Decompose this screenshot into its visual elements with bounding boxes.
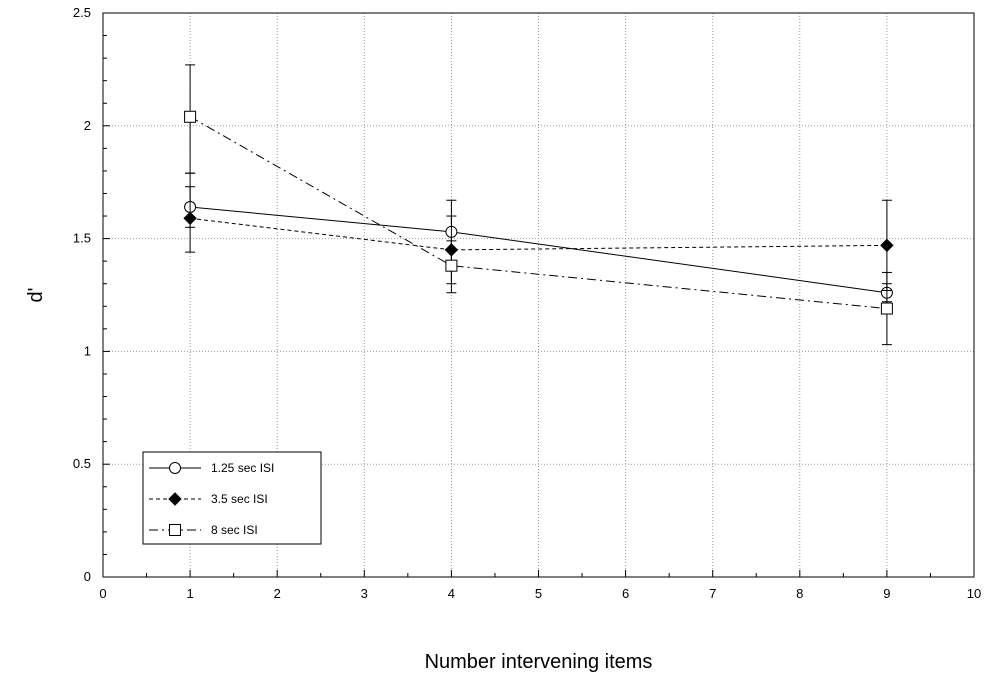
x-tick-label: 8 <box>796 586 803 601</box>
x-tick-label: 10 <box>967 586 981 601</box>
x-tick-labels: 0 1 2 3 4 5 6 7 8 9 10 <box>99 586 981 601</box>
legend-marker <box>169 524 181 536</box>
y-tick-label: 0 <box>84 569 91 584</box>
data-point <box>880 238 894 253</box>
legend-label: 3.5 sec ISI <box>211 492 268 506</box>
series-layer <box>183 64 894 346</box>
legend: 1.25 sec ISI 3.5 sec ISI 8 sec ISI <box>142 451 322 545</box>
legend-entry: 1.25 sec ISI <box>149 461 274 475</box>
series-line <box>190 217 887 251</box>
legend-label: 8 sec ISI <box>211 523 258 537</box>
legend-marker <box>169 462 181 474</box>
data-point <box>184 110 197 123</box>
x-tick-label: 0 <box>99 586 106 601</box>
legend-label: 1.25 sec ISI <box>211 461 274 475</box>
x-tick-label: 3 <box>361 586 368 601</box>
x-tick-label: 5 <box>535 586 542 601</box>
legend-marker <box>168 492 182 506</box>
gridlines <box>103 13 974 577</box>
x-tick-label: 2 <box>274 586 281 601</box>
y-tick-labels: 0 0.5 1 1.5 2 2.5 <box>73 5 91 584</box>
data-point <box>183 211 197 226</box>
x-tick-label: 6 <box>622 586 629 601</box>
y-tick-label: 2 <box>84 118 91 133</box>
legend-entry: 8 sec ISI <box>149 523 258 537</box>
x-tick-label: 4 <box>448 586 455 601</box>
y-tick-label: 0.5 <box>73 456 91 471</box>
y-tick-label: 1 <box>84 343 91 358</box>
x-axis-title: Number intervening items <box>425 651 653 673</box>
series-line <box>189 116 887 310</box>
x-tick-label: 9 <box>883 586 890 601</box>
data-point <box>445 259 458 272</box>
y-tick-label: 1.5 <box>73 231 91 246</box>
data-point <box>880 302 893 315</box>
y-axis-title: d' <box>25 288 47 303</box>
legend-entry: 3.5 sec ISI <box>149 492 268 506</box>
y-tick-label: 2.5 <box>73 5 91 20</box>
x-tick-label: 7 <box>709 586 716 601</box>
axis-ticks <box>102 12 975 578</box>
legend-entries: 1.25 sec ISI 3.5 sec ISI 8 sec ISI <box>149 461 274 537</box>
x-tick-label: 1 <box>186 586 193 601</box>
series-3 <box>184 64 893 346</box>
